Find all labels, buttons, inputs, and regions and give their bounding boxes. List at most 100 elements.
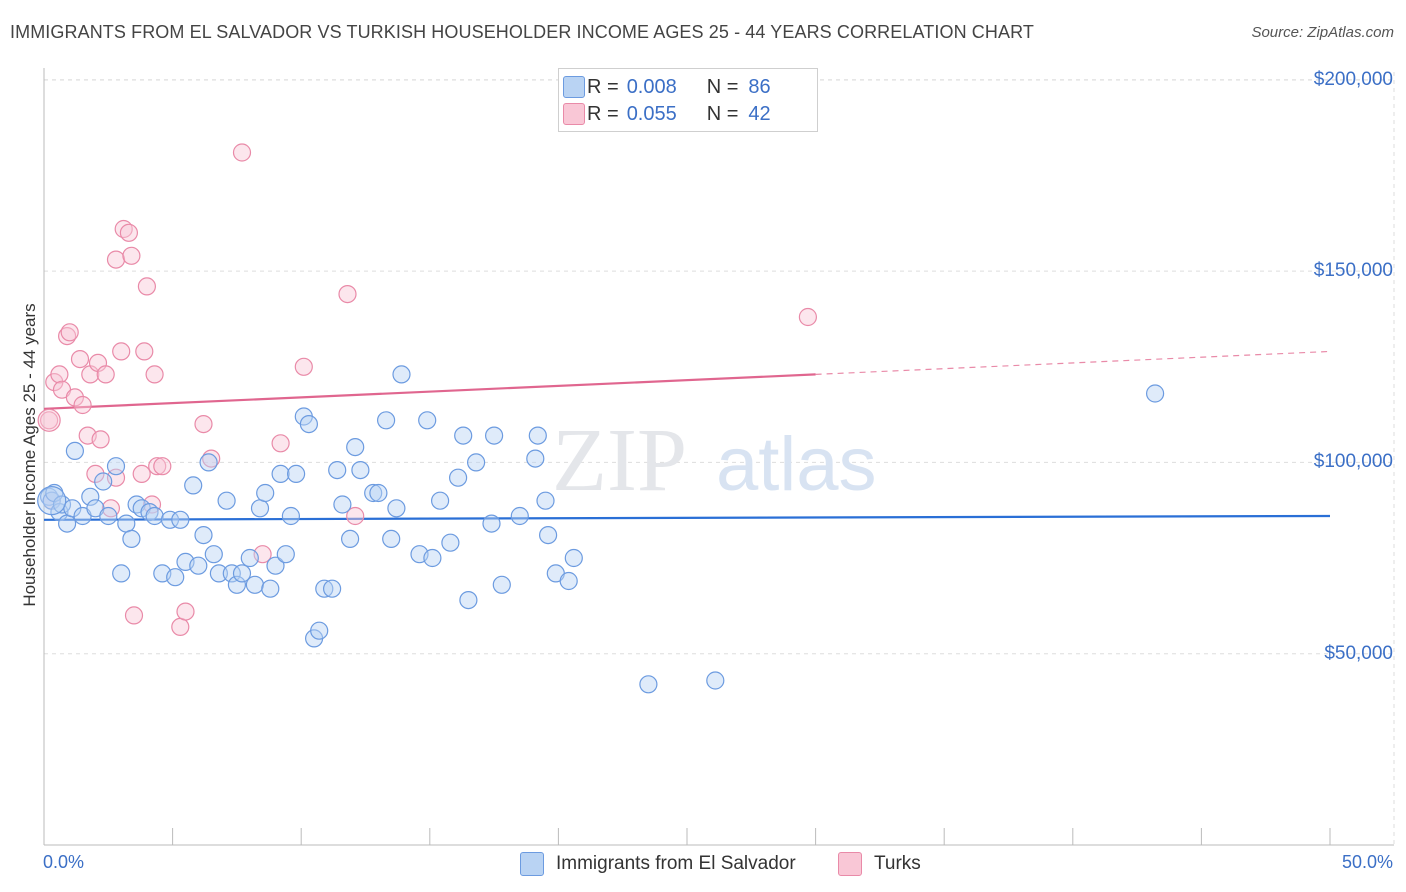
r-value: 0.055 (626, 102, 677, 125)
point-turks (137, 277, 156, 296)
point-el-salvador (145, 506, 164, 526)
legend-label: Immigrants from El Salvador (556, 853, 796, 874)
stats-legend-row-pink: R = 0.055 N = 42 (563, 101, 771, 127)
n-value: 86 (748, 75, 771, 98)
point-el-salvador (492, 575, 511, 594)
watermark: ZIP atlas (552, 411, 877, 510)
point-turks (60, 323, 79, 342)
point-el-salvador (467, 453, 486, 472)
pink-swatch (838, 852, 862, 876)
point-el-salvador (266, 556, 285, 575)
axes (43, 68, 1394, 846)
legend-item-turks[interactable]: Turks (838, 852, 921, 876)
point-el-salvador (209, 564, 228, 583)
point-el-salvador (315, 579, 334, 598)
y-tick-label: $100,000 (1313, 451, 1393, 473)
data-points (37, 143, 1165, 694)
point-turks (112, 342, 131, 361)
watermark-zip: ZIP (552, 411, 687, 510)
point-el-salvador (323, 579, 342, 598)
point-el-salvador (526, 449, 545, 468)
point-el-salvador (564, 548, 583, 568)
point-turks (271, 434, 290, 453)
point-el-salvador (222, 564, 241, 583)
y-tick-label: $200,000 (1313, 68, 1393, 90)
point-el-salvador (528, 426, 547, 445)
point-el-salvador (194, 525, 213, 545)
blue-swatch (563, 76, 585, 98)
trend-turks-extension (815, 350, 1331, 376)
point-el-salvador (122, 529, 141, 549)
point-turks (119, 223, 138, 242)
point-el-salvador (99, 506, 118, 526)
point-el-salvador (232, 564, 252, 583)
point-el-salvador (287, 464, 306, 483)
point-turks (106, 250, 126, 269)
point-turks (96, 365, 115, 384)
point-el-salvador (536, 491, 555, 510)
point-el-salvador (431, 491, 450, 510)
point-turks (338, 285, 357, 304)
point-turks (176, 602, 195, 621)
point-el-salvador (299, 415, 318, 434)
point-el-salvador (328, 461, 347, 480)
point-turks (86, 464, 105, 483)
point-el-salvador (351, 461, 370, 480)
source-label: Source: ZipAtlas.com (1251, 24, 1394, 41)
point-turks (145, 365, 164, 384)
point-el-salvador (441, 533, 460, 552)
point-el-salvador (112, 564, 131, 583)
point-el-salvador (81, 487, 100, 506)
point-turks (232, 143, 252, 162)
x-tick-min: 0.0% (43, 852, 85, 872)
point-el-salvador (369, 483, 388, 503)
point-turks (294, 357, 313, 376)
point-el-salvador (166, 568, 185, 587)
point-turks (346, 506, 365, 526)
point-turks (153, 457, 172, 476)
point-el-salvador (250, 499, 270, 518)
point-el-salvador (245, 575, 264, 594)
point-el-salvador (454, 426, 473, 445)
point-el-salvador (276, 545, 295, 564)
point-turks (39, 411, 59, 430)
point-el-salvador (94, 472, 113, 491)
n-value: 42 (748, 102, 771, 125)
blue-swatch (520, 852, 544, 876)
point-turks (122, 246, 141, 265)
point-el-salvador (271, 464, 290, 483)
point-turks (171, 617, 190, 637)
point-turks (148, 457, 167, 476)
y-tick-label: $150,000 (1313, 260, 1393, 282)
point-el-salvador (37, 486, 67, 516)
chart-title: IMMIGRANTS FROM EL SALVADOR VS TURKISH H… (10, 22, 1034, 42)
stats-legend-row-blue: R = 0.008 N = 86 (563, 74, 771, 100)
point-turks (91, 430, 110, 449)
point-el-salvador (485, 426, 504, 445)
point-el-salvador (106, 457, 126, 476)
point-el-salvador (227, 575, 246, 594)
point-el-salvador (1145, 384, 1165, 403)
point-el-salvador (346, 438, 365, 457)
point-turks (37, 408, 61, 432)
point-el-salvador (117, 514, 136, 533)
point-el-salvador (392, 365, 411, 384)
point-el-salvador (184, 476, 203, 495)
point-el-salvador (449, 468, 468, 487)
point-turks (65, 388, 85, 407)
point-el-salvador (387, 499, 406, 518)
point-el-salvador (418, 411, 437, 430)
r-label: R = (587, 75, 619, 98)
point-turks (798, 307, 818, 327)
point-el-salvador (256, 483, 275, 503)
r-value: 0.008 (626, 75, 677, 98)
point-el-salvador (240, 548, 259, 568)
point-el-salvador (333, 495, 352, 514)
point-el-salvador (189, 556, 208, 575)
legend-item-el-salvador[interactable]: Immigrants from El Salvador (520, 852, 796, 876)
y-axis-label: Householder Income Ages 25 - 44 years (20, 303, 39, 607)
y-tick-label: $50,000 (1324, 642, 1393, 664)
trend-turks (43, 373, 816, 410)
point-el-salvador (459, 590, 478, 610)
point-el-salvador (204, 545, 223, 564)
